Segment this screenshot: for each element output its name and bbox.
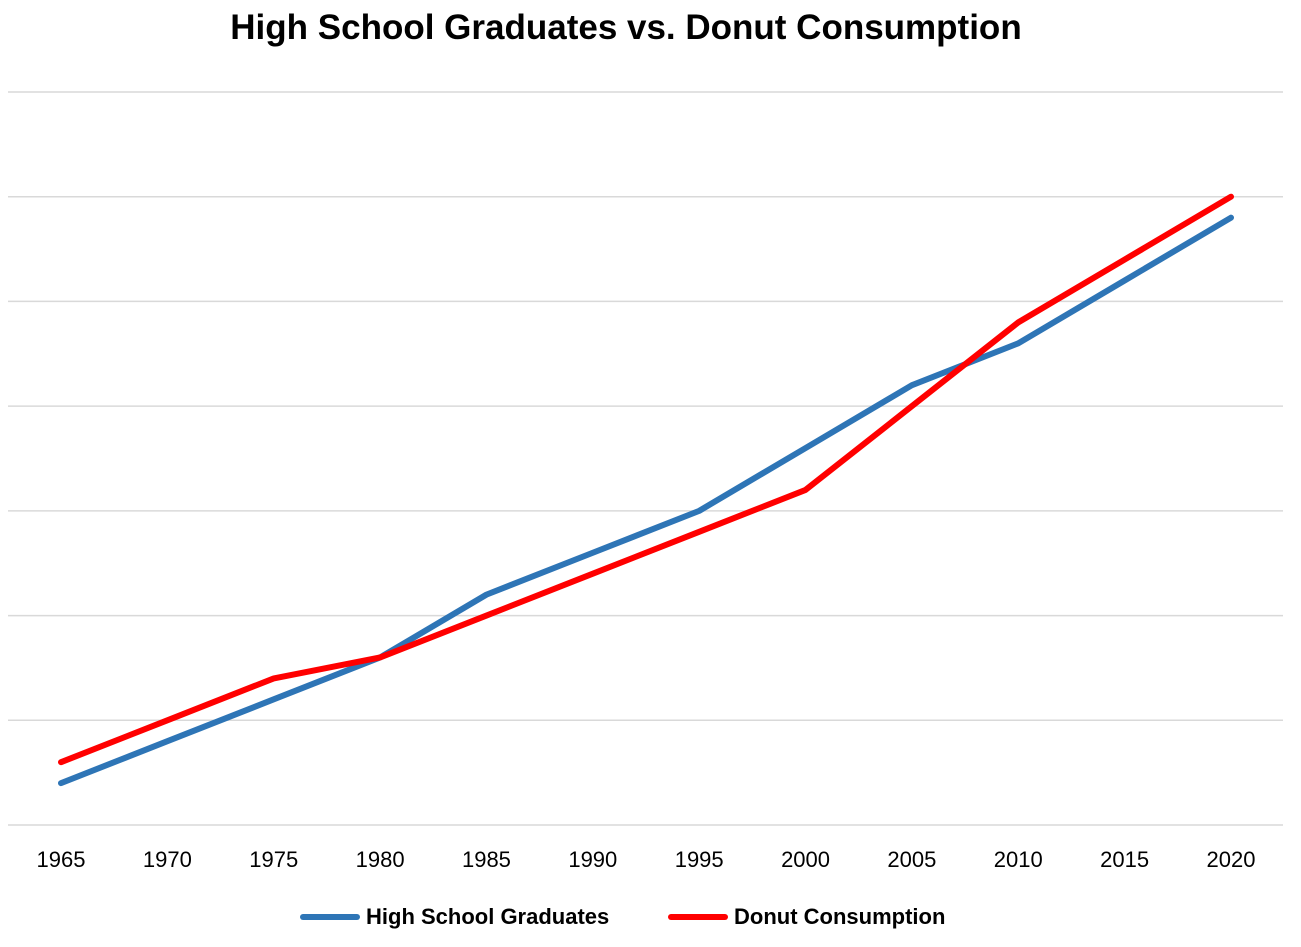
legend-item-donuts: Donut Consumption (668, 904, 945, 930)
x-tick-label: 1970 (143, 847, 192, 872)
x-tick-label: 1980 (356, 847, 405, 872)
x-tick-label: 2020 (1207, 847, 1256, 872)
series-line-0 (58, 214, 1234, 787)
series-line-1 (58, 193, 1234, 766)
x-tick-label: 2010 (994, 847, 1043, 872)
line-chart: 1965 1970 1975 1980 1985 1990 1995 2000 2005 2010… (8, 91, 1283, 872)
legend-label: Donut Consumption (734, 904, 946, 929)
legend-swatch (668, 914, 728, 920)
x-tick-label: 1965 (37, 847, 86, 872)
legend-label: High School Graduates (366, 904, 610, 929)
x-tick-label: 2015 (1100, 847, 1149, 872)
chart-title: High School Graduates vs. Donut Consumpt… (230, 8, 1022, 47)
x-tick-label: 1990 (568, 847, 617, 872)
x-tick-label: 2005 (887, 847, 936, 872)
x-tick-label: 1995 (675, 847, 724, 872)
x-tick-label: 1985 (462, 847, 511, 872)
x-tick-label: 1975 (249, 847, 298, 872)
legend-swatch (300, 914, 360, 920)
x-tick-label: 2000 (781, 847, 830, 872)
legend-item-graduates: High School Graduates (300, 904, 609, 930)
